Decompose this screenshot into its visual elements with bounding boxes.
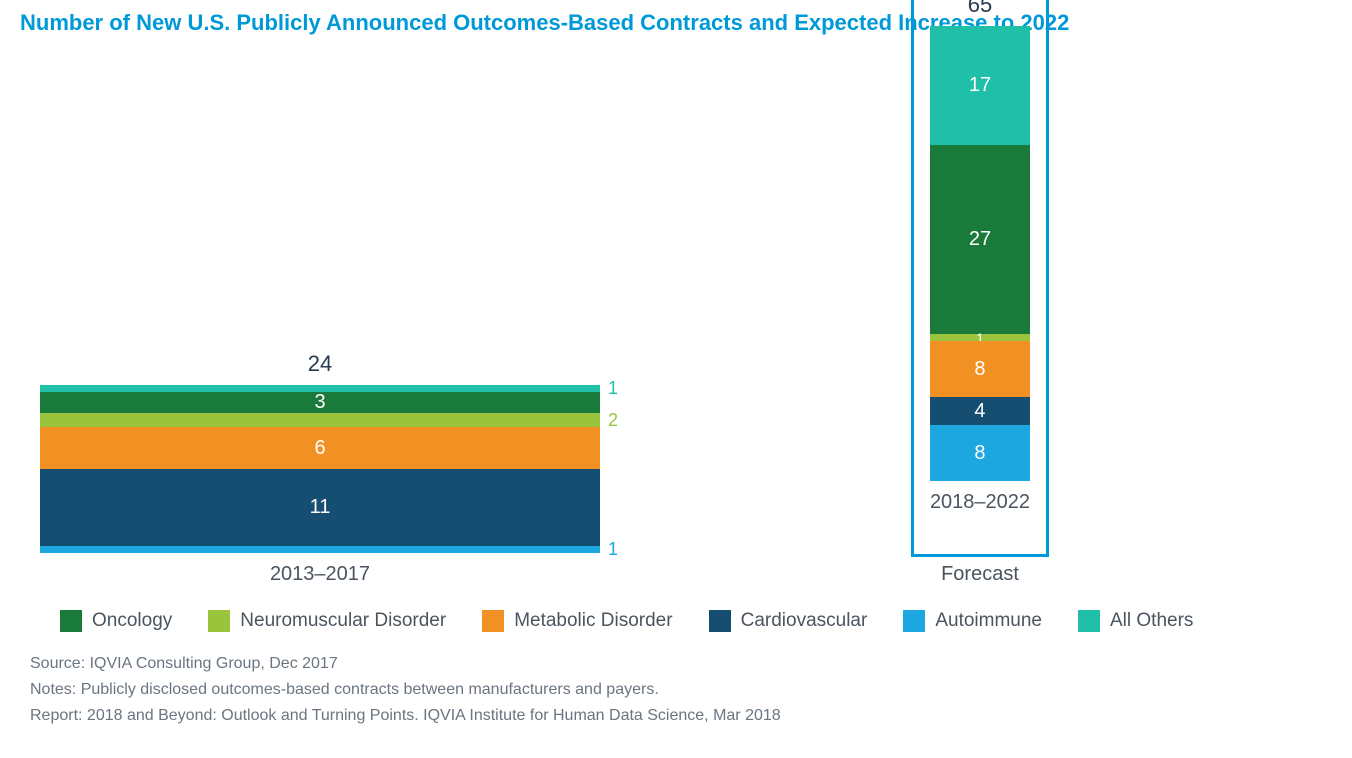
segment-others: 17 [930, 26, 1030, 145]
segment-label-neuromuscular: 2 [608, 410, 618, 431]
segment-label-oncology: 27 [969, 228, 991, 251]
bar-2018-2022: 65 17 27 1 8 4 8 2018–2022 Forecast [660, 0, 1300, 586]
legend-item-neuromuscular: Neuromuscular Disorder [208, 610, 446, 632]
segment-label-cardio: 11 [310, 496, 331, 519]
segment-autoimmune: 8 [930, 425, 1030, 481]
segment-metabolic: 6 [40, 427, 600, 469]
period-label-left: 2013–2017 [270, 563, 370, 586]
segment-neuromuscular: 1 [930, 334, 1030, 341]
segment-autoimmune: 1 [40, 546, 600, 553]
legend-item-cardio: Cardiovascular [709, 610, 868, 632]
segment-cardio: 11 [40, 469, 600, 546]
segment-label-autoimmune: 1 [608, 539, 618, 560]
segment-label-oncology: 3 [314, 391, 325, 414]
period-label-right: 2018–2022 [930, 491, 1030, 514]
legend-swatch-neuromuscular [208, 610, 230, 632]
legend-item-oncology: Oncology [60, 610, 172, 632]
legend-label-oncology: Oncology [92, 610, 172, 632]
legend-swatch-metabolic [482, 610, 504, 632]
segment-label-others: 17 [969, 74, 991, 97]
footer-report: Report: 2018 and Beyond: Outlook and Tur… [30, 704, 1322, 728]
stack-left: 1326111 [40, 385, 600, 553]
segment-oncology: 3 [40, 392, 600, 413]
legend-label-cardio: Cardiovascular [741, 610, 868, 632]
segment-oncology: 27 [930, 145, 1030, 334]
legend-swatch-others [1078, 610, 1100, 632]
forecast-box: 65 17 27 1 8 4 8 2018–2022 [911, 0, 1049, 557]
chart-area: 24 1326111 2013–2017 65 17271848 2018–20… [20, 56, 1332, 586]
footer: Source: IQVIA Consulting Group, Dec 2017… [20, 652, 1332, 728]
segment-metabolic: 8 [930, 341, 1030, 397]
legend-label-autoimmune: Autoimmune [935, 610, 1042, 632]
segment-label-metabolic: 6 [314, 437, 325, 460]
total-label-right: 65 [930, 0, 1030, 18]
segment-cardio: 4 [930, 397, 1030, 425]
footer-notes: Notes: Publicly disclosed outcomes-based… [30, 678, 1322, 702]
bar-2013-2017: 24 1326111 2013–2017 [40, 351, 600, 586]
legend-swatch-autoimmune [903, 610, 925, 632]
legend-item-others: All Others [1078, 610, 1193, 632]
segment-label-metabolic: 8 [974, 358, 985, 381]
legend-item-metabolic: Metabolic Disorder [482, 610, 672, 632]
legend-label-others: All Others [1110, 610, 1193, 632]
segment-label-autoimmune: 8 [974, 442, 985, 465]
legend-swatch-cardio [709, 610, 731, 632]
legend-item-autoimmune: Autoimmune [903, 610, 1042, 632]
legend-label-neuromuscular: Neuromuscular Disorder [240, 610, 446, 632]
legend-label-metabolic: Metabolic Disorder [514, 610, 672, 632]
stack-right: 17 27 1 8 4 8 [930, 26, 1030, 481]
segment-label-others: 1 [608, 378, 618, 399]
forecast-label: Forecast [941, 563, 1019, 586]
legend: Oncology Neuromuscular Disorder Metabolic … [20, 610, 1332, 632]
segment-neuromuscular: 2 [40, 413, 600, 427]
legend-swatch-oncology [60, 610, 82, 632]
segment-label-cardio: 4 [974, 400, 985, 423]
footer-source: Source: IQVIA Consulting Group, Dec 2017 [30, 652, 1322, 676]
total-label-left: 24 [308, 351, 332, 377]
